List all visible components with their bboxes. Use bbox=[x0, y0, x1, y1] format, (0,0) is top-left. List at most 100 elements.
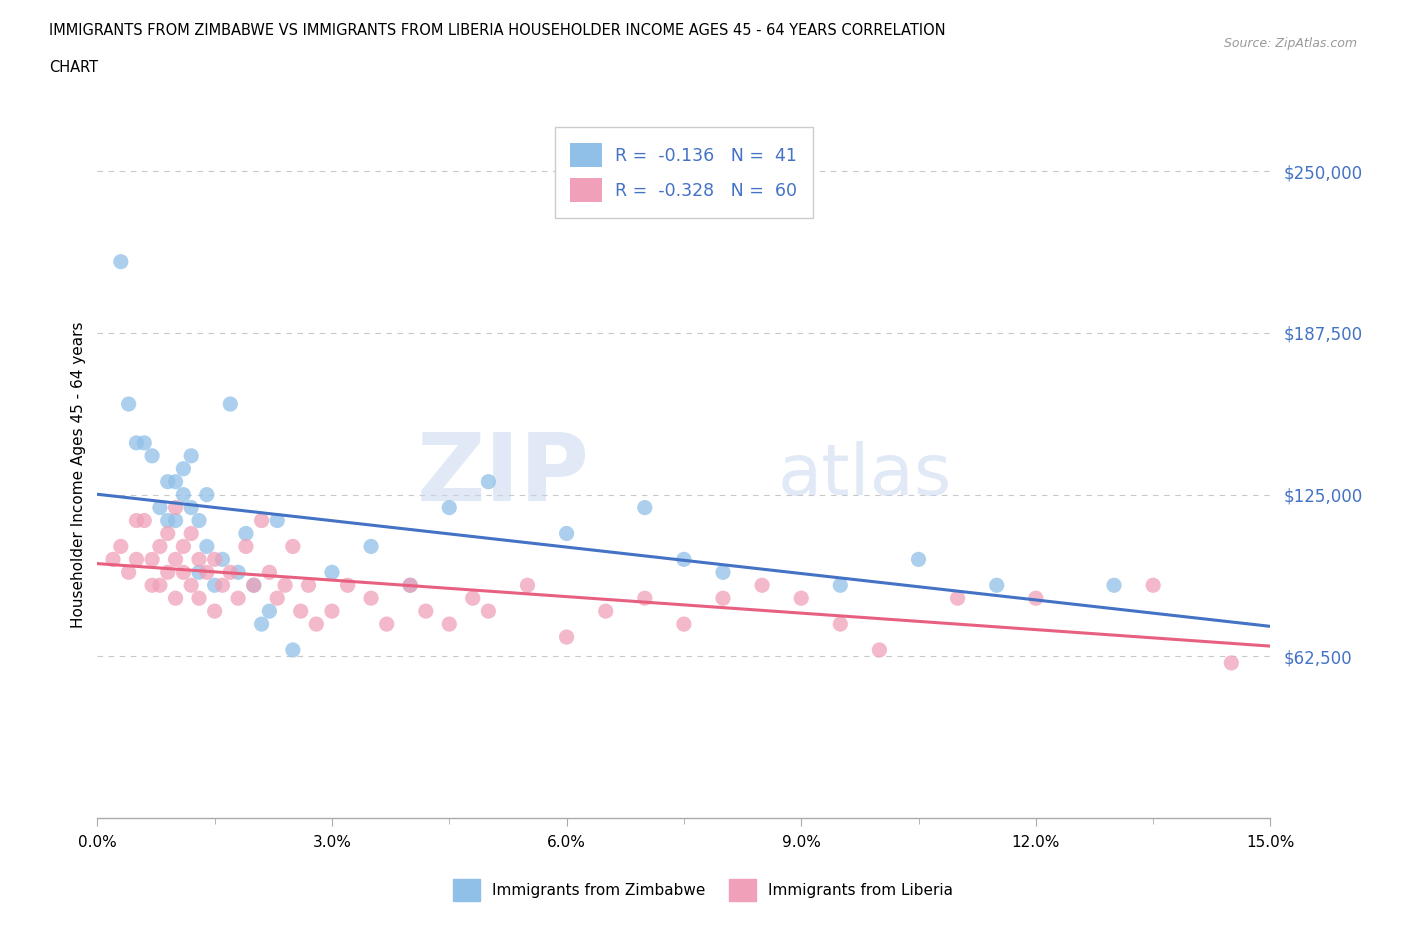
Point bbox=[986, 578, 1008, 592]
Point bbox=[204, 551, 226, 566]
Point bbox=[439, 617, 461, 631]
Legend: Immigrants from Zimbabwe, Immigrants from Liberia: Immigrants from Zimbabwe, Immigrants fro… bbox=[444, 871, 962, 909]
Point bbox=[211, 551, 233, 566]
Point bbox=[125, 513, 148, 528]
Point bbox=[1142, 578, 1164, 592]
Point bbox=[149, 539, 172, 554]
Point bbox=[110, 539, 132, 554]
Point bbox=[672, 551, 695, 566]
Point bbox=[1102, 578, 1125, 592]
Point bbox=[477, 474, 499, 489]
Point bbox=[211, 578, 233, 592]
Point bbox=[555, 630, 578, 644]
Point bbox=[235, 526, 257, 541]
Point bbox=[634, 500, 657, 515]
Point bbox=[360, 591, 382, 605]
Point bbox=[117, 565, 139, 579]
Point bbox=[149, 500, 172, 515]
Point bbox=[751, 578, 773, 592]
Point bbox=[321, 565, 343, 579]
Point bbox=[266, 513, 288, 528]
Point bbox=[242, 578, 264, 592]
Point bbox=[188, 551, 211, 566]
Point bbox=[195, 539, 218, 554]
Point bbox=[907, 551, 929, 566]
Point bbox=[110, 254, 132, 269]
Point bbox=[172, 539, 194, 554]
Point bbox=[204, 604, 226, 618]
Point bbox=[790, 591, 813, 605]
Point bbox=[134, 513, 156, 528]
Point bbox=[141, 551, 163, 566]
Point bbox=[149, 578, 172, 592]
Point bbox=[180, 578, 202, 592]
Point bbox=[165, 474, 187, 489]
Point bbox=[595, 604, 617, 618]
Point bbox=[172, 565, 194, 579]
Point bbox=[477, 604, 499, 618]
Point bbox=[180, 500, 202, 515]
Point bbox=[516, 578, 538, 592]
Point bbox=[375, 617, 398, 631]
Point bbox=[242, 578, 264, 592]
Point bbox=[305, 617, 328, 631]
Point bbox=[141, 448, 163, 463]
Text: Source: ZipAtlas.com: Source: ZipAtlas.com bbox=[1223, 37, 1357, 50]
Point bbox=[125, 551, 148, 566]
Point bbox=[250, 617, 273, 631]
Point bbox=[172, 461, 194, 476]
Point bbox=[274, 578, 297, 592]
Point bbox=[281, 643, 304, 658]
Point bbox=[156, 565, 179, 579]
Point bbox=[117, 396, 139, 411]
Text: IMMIGRANTS FROM ZIMBABWE VS IMMIGRANTS FROM LIBERIA HOUSEHOLDER INCOME AGES 45 -: IMMIGRANTS FROM ZIMBABWE VS IMMIGRANTS F… bbox=[49, 23, 946, 38]
Point bbox=[461, 591, 484, 605]
Point bbox=[165, 551, 187, 566]
Point bbox=[415, 604, 437, 618]
Point bbox=[156, 526, 179, 541]
Point bbox=[946, 591, 969, 605]
Point bbox=[165, 500, 187, 515]
Legend: R =  -0.136   N =  41, R =  -0.328   N =  60: R = -0.136 N = 41, R = -0.328 N = 60 bbox=[555, 127, 813, 218]
Point bbox=[1025, 591, 1047, 605]
Point bbox=[336, 578, 359, 592]
Point bbox=[141, 578, 163, 592]
Point bbox=[156, 513, 179, 528]
Point bbox=[226, 591, 249, 605]
Point bbox=[219, 565, 242, 579]
Point bbox=[165, 513, 187, 528]
Point bbox=[297, 578, 319, 592]
Point bbox=[711, 565, 734, 579]
Point bbox=[266, 591, 288, 605]
Point bbox=[101, 551, 124, 566]
Text: atlas: atlas bbox=[778, 441, 952, 510]
Point bbox=[868, 643, 890, 658]
Text: ZIP: ZIP bbox=[418, 430, 591, 521]
Point bbox=[830, 578, 852, 592]
Point bbox=[259, 565, 281, 579]
Point bbox=[134, 435, 156, 450]
Point bbox=[399, 578, 422, 592]
Point bbox=[711, 591, 734, 605]
Text: CHART: CHART bbox=[49, 60, 98, 75]
Point bbox=[156, 474, 179, 489]
Point bbox=[360, 539, 382, 554]
Point bbox=[259, 604, 281, 618]
Point bbox=[195, 565, 218, 579]
Point bbox=[439, 500, 461, 515]
Point bbox=[180, 448, 202, 463]
Point bbox=[219, 396, 242, 411]
Point bbox=[165, 591, 187, 605]
Point bbox=[1220, 656, 1243, 671]
Point bbox=[226, 565, 249, 579]
Point bbox=[188, 591, 211, 605]
Point bbox=[281, 539, 304, 554]
Y-axis label: Householder Income Ages 45 - 64 years: Householder Income Ages 45 - 64 years bbox=[72, 322, 86, 629]
Point bbox=[125, 435, 148, 450]
Point bbox=[235, 539, 257, 554]
Point bbox=[399, 578, 422, 592]
Point bbox=[250, 513, 273, 528]
Point bbox=[188, 565, 211, 579]
Point bbox=[321, 604, 343, 618]
Point bbox=[290, 604, 312, 618]
